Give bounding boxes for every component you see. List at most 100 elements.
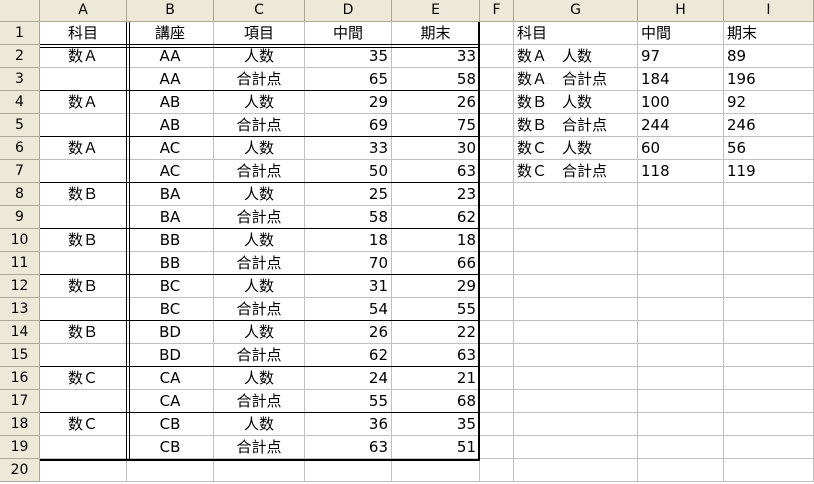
cell-B11[interactable]: BB <box>127 252 214 275</box>
cell-A18[interactable]: 数Ｃ <box>40 413 127 436</box>
cell-D12[interactable]: 31 <box>305 275 392 298</box>
cell-A11[interactable] <box>40 252 127 275</box>
cell-B7[interactable]: AC <box>127 160 214 183</box>
cell-H8[interactable] <box>638 183 724 206</box>
cell-H20[interactable] <box>638 459 724 482</box>
cell-H16[interactable] <box>638 367 724 390</box>
cell-B1[interactable]: 講座 <box>127 22 214 45</box>
cell-C16[interactable]: 人数 <box>214 367 305 390</box>
cell-A13[interactable] <box>40 298 127 321</box>
cell-B12[interactable]: BC <box>127 275 214 298</box>
cell-A3[interactable] <box>40 68 127 91</box>
cell-E17[interactable]: 68 <box>392 390 480 413</box>
column-header-F[interactable]: F <box>480 0 514 22</box>
cell-F3[interactable] <box>480 68 514 91</box>
cell-E18[interactable]: 35 <box>392 413 480 436</box>
cell-H3[interactable]: 184 <box>638 68 724 91</box>
cell-I20[interactable] <box>724 459 814 482</box>
cell-D4[interactable]: 29 <box>305 91 392 114</box>
cell-E15[interactable]: 63 <box>392 344 480 367</box>
cell-A1[interactable]: 科目 <box>40 22 127 45</box>
cell-E5[interactable]: 75 <box>392 114 480 137</box>
cell-D1[interactable]: 中間 <box>305 22 392 45</box>
cell-F20[interactable] <box>480 459 514 482</box>
cell-C8[interactable]: 人数 <box>214 183 305 206</box>
cell-I16[interactable] <box>724 367 814 390</box>
cell-D19[interactable]: 63 <box>305 436 392 459</box>
cell-I7[interactable]: 119 <box>724 160 814 183</box>
cell-F2[interactable] <box>480 45 514 68</box>
column-header-B[interactable]: B <box>127 0 214 22</box>
cell-D11[interactable]: 70 <box>305 252 392 275</box>
cell-G2[interactable]: 数Ａ 人数 <box>514 45 638 68</box>
cell-A17[interactable] <box>40 390 127 413</box>
cell-E19[interactable]: 51 <box>392 436 480 459</box>
cell-G10[interactable] <box>514 229 638 252</box>
cell-H2[interactable]: 97 <box>638 45 724 68</box>
cell-H18[interactable] <box>638 413 724 436</box>
row-header-17[interactable]: 17 <box>0 390 40 413</box>
cell-G12[interactable] <box>514 275 638 298</box>
cell-D18[interactable]: 36 <box>305 413 392 436</box>
cell-B15[interactable]: BD <box>127 344 214 367</box>
row-header-12[interactable]: 12 <box>0 275 40 298</box>
cell-B10[interactable]: BB <box>127 229 214 252</box>
cell-H5[interactable]: 244 <box>638 114 724 137</box>
cell-A6[interactable]: 数Ａ <box>40 137 127 160</box>
cell-I19[interactable] <box>724 436 814 459</box>
cell-D3[interactable]: 65 <box>305 68 392 91</box>
cell-E13[interactable]: 55 <box>392 298 480 321</box>
row-header-18[interactable]: 18 <box>0 413 40 436</box>
cell-D5[interactable]: 69 <box>305 114 392 137</box>
cell-A12[interactable]: 数Ｂ <box>40 275 127 298</box>
cell-E20[interactable] <box>392 459 480 482</box>
cell-F15[interactable] <box>480 344 514 367</box>
cell-I15[interactable] <box>724 344 814 367</box>
cell-A7[interactable] <box>40 160 127 183</box>
cell-E6[interactable]: 30 <box>392 137 480 160</box>
row-header-4[interactable]: 4 <box>0 91 40 114</box>
cell-F9[interactable] <box>480 206 514 229</box>
cell-A15[interactable] <box>40 344 127 367</box>
cell-F19[interactable] <box>480 436 514 459</box>
cell-C17[interactable]: 合計点 <box>214 390 305 413</box>
cell-C15[interactable]: 合計点 <box>214 344 305 367</box>
cell-G11[interactable] <box>514 252 638 275</box>
cell-F7[interactable] <box>480 160 514 183</box>
cell-A9[interactable] <box>40 206 127 229</box>
cell-E11[interactable]: 66 <box>392 252 480 275</box>
cell-I10[interactable] <box>724 229 814 252</box>
cell-I4[interactable]: 92 <box>724 91 814 114</box>
column-header-D[interactable]: D <box>305 0 392 22</box>
cell-I12[interactable] <box>724 275 814 298</box>
cell-I3[interactable]: 196 <box>724 68 814 91</box>
cell-F1[interactable] <box>480 22 514 45</box>
cell-A20[interactable] <box>40 459 127 482</box>
cell-E9[interactable]: 62 <box>392 206 480 229</box>
cell-H7[interactable]: 118 <box>638 160 724 183</box>
column-header-C[interactable]: C <box>214 0 305 22</box>
cell-I11[interactable] <box>724 252 814 275</box>
cell-E3[interactable]: 58 <box>392 68 480 91</box>
select-all-corner[interactable] <box>0 0 40 22</box>
cell-B17[interactable]: CA <box>127 390 214 413</box>
cell-F11[interactable] <box>480 252 514 275</box>
cell-H19[interactable] <box>638 436 724 459</box>
row-header-9[interactable]: 9 <box>0 206 40 229</box>
cell-A19[interactable] <box>40 436 127 459</box>
cell-D17[interactable]: 55 <box>305 390 392 413</box>
cell-G6[interactable]: 数Ｃ 人数 <box>514 137 638 160</box>
cell-G19[interactable] <box>514 436 638 459</box>
row-header-15[interactable]: 15 <box>0 344 40 367</box>
cell-D20[interactable] <box>305 459 392 482</box>
cell-D8[interactable]: 25 <box>305 183 392 206</box>
cell-C13[interactable]: 合計点 <box>214 298 305 321</box>
cell-I2[interactable]: 89 <box>724 45 814 68</box>
cell-I1[interactable]: 期末 <box>724 22 814 45</box>
row-header-8[interactable]: 8 <box>0 183 40 206</box>
cell-G13[interactable] <box>514 298 638 321</box>
cell-E2[interactable]: 33 <box>392 45 480 68</box>
cell-G14[interactable] <box>514 321 638 344</box>
cell-E1[interactable]: 期末 <box>392 22 480 45</box>
